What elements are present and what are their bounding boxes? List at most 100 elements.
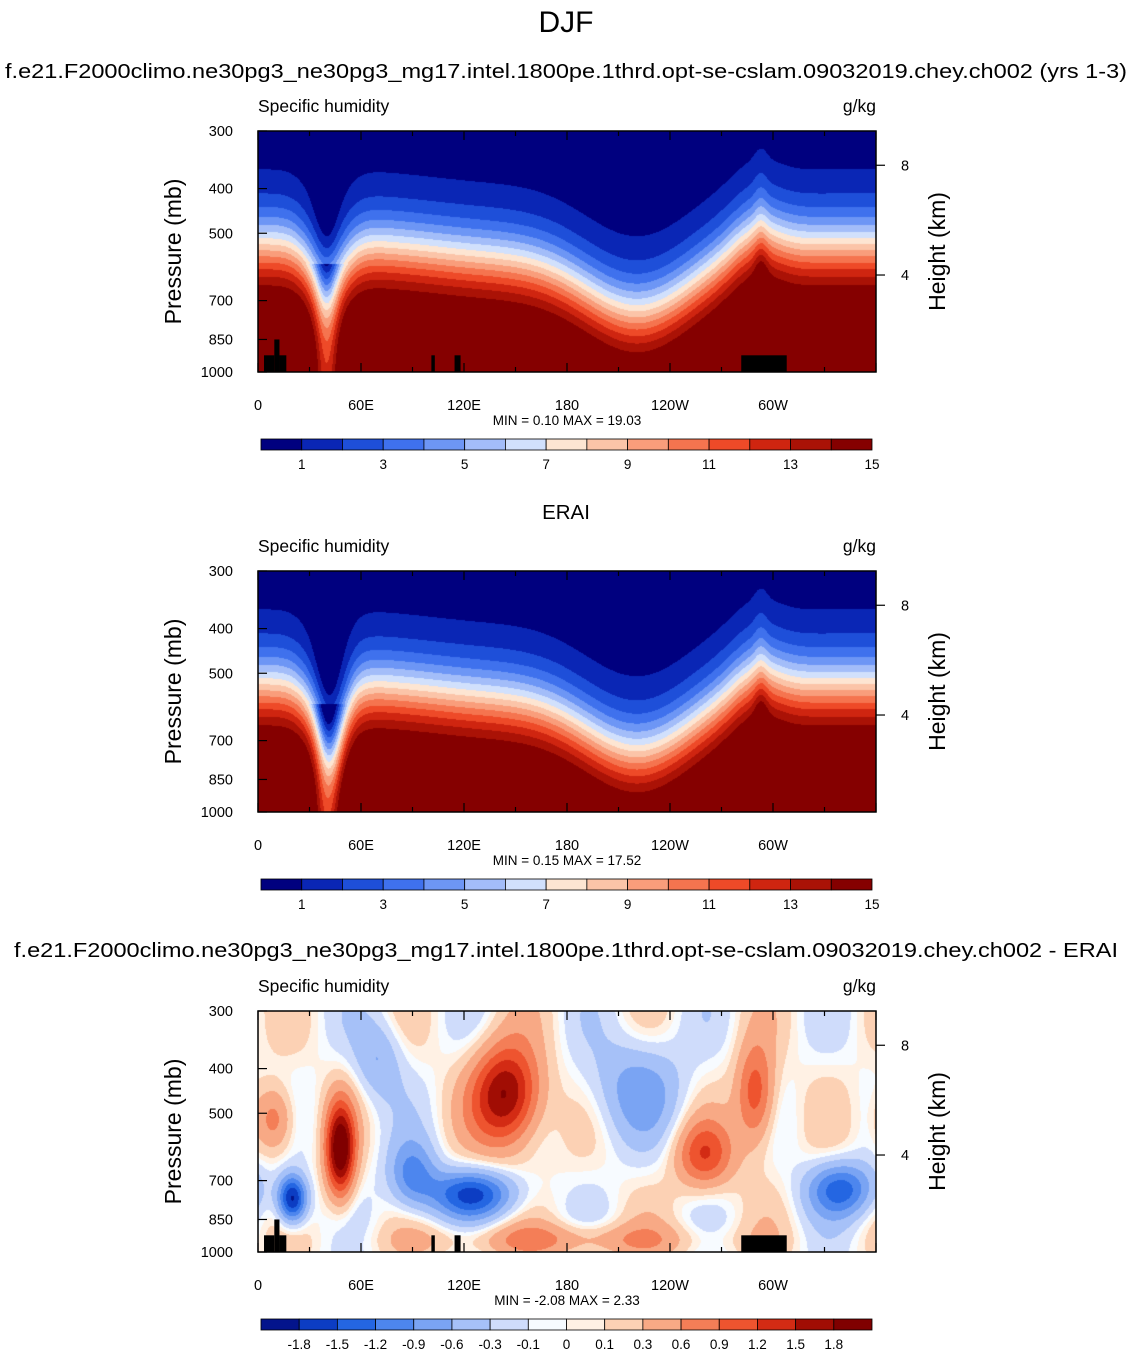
panel-model: Specific humidity g/kg3004005007008501000… xyxy=(160,96,950,472)
colorbar-label: 3 xyxy=(379,897,387,912)
colorbar-label: 1.2 xyxy=(748,1337,767,1351)
x-tick-label: 0 xyxy=(254,838,262,854)
y-tick-label: 700 xyxy=(209,1174,233,1190)
colorbar-label: 3 xyxy=(379,457,387,472)
colorbar-label: 15 xyxy=(864,897,879,912)
y-axis-title: Pressure (mb) xyxy=(160,1059,186,1205)
colorbar-box xyxy=(545,878,588,891)
y-tick-label: 1000 xyxy=(201,1245,233,1261)
colorbar-box xyxy=(667,438,710,451)
x-tick-label: 180 xyxy=(555,1278,579,1294)
topography-mask xyxy=(279,355,287,372)
colorbar-label: 5 xyxy=(461,897,469,912)
colorbar-label: -0.3 xyxy=(478,1337,501,1351)
topography-mask xyxy=(741,1235,787,1252)
colorbar-box xyxy=(708,878,751,891)
x-tick-label: 0 xyxy=(254,1278,262,1294)
colorbar-box xyxy=(604,1318,644,1331)
colorbar-box xyxy=(749,878,791,891)
y-tick-label: 500 xyxy=(209,666,233,682)
colorbar-label: 15 xyxy=(864,457,879,472)
colorbar-box xyxy=(260,438,303,451)
colorbar-box xyxy=(566,1318,606,1331)
colorbar-label: 13 xyxy=(783,457,798,472)
x-tick-label: 120W xyxy=(651,838,689,854)
colorbar-box xyxy=(757,1318,797,1331)
y-tick-label: 500 xyxy=(209,1106,233,1122)
right-tick-label: 8 xyxy=(901,1038,909,1054)
x-tick-label: 60W xyxy=(758,398,788,414)
topography-mask xyxy=(431,355,435,372)
colorbar-label: 0.6 xyxy=(672,1337,691,1351)
colorbar-box xyxy=(301,438,343,451)
colorbar-box xyxy=(464,878,506,891)
variable-label: Specific humidity xyxy=(258,976,390,996)
colorbar-box xyxy=(489,1318,529,1331)
y-tick-label: 300 xyxy=(209,1004,233,1020)
colorbar-label: 0.9 xyxy=(710,1337,729,1351)
topography-mask xyxy=(264,355,275,372)
field-model xyxy=(258,131,876,372)
y-tick-label: 700 xyxy=(209,734,233,750)
x-tick-label: 60E xyxy=(348,838,374,854)
x-tick-label: 60E xyxy=(348,398,374,414)
right-tick-label: 4 xyxy=(901,1148,909,1164)
colorbar-label: 1 xyxy=(298,457,306,472)
right-tick-label: 4 xyxy=(901,708,909,724)
right-tick-label: 8 xyxy=(901,158,909,174)
colorbar-label: 0 xyxy=(563,1337,571,1351)
colorbar-box xyxy=(260,1318,300,1331)
y-tick-label: 500 xyxy=(209,226,233,242)
y-tick-label: 300 xyxy=(209,564,233,580)
y-tick-label: 700 xyxy=(209,294,233,310)
colorbar-label: 11 xyxy=(702,457,716,472)
colorbar-box xyxy=(342,438,384,451)
colorbar-box xyxy=(830,878,873,891)
colorbar-box xyxy=(642,1318,682,1331)
colorbar-box xyxy=(545,438,588,451)
y-tick-label: 400 xyxy=(209,622,233,638)
colorbar-label: 1.8 xyxy=(824,1337,843,1351)
colorbar-box xyxy=(708,438,751,451)
field-obs xyxy=(258,571,876,812)
colorbar-box xyxy=(423,878,466,891)
topography-mask xyxy=(279,1235,287,1252)
right-tick-label: 4 xyxy=(901,268,909,284)
colorbar-box xyxy=(260,878,303,891)
colorbar-box xyxy=(423,438,466,451)
y-tick-label: 1000 xyxy=(201,805,233,821)
variable-label: Specific humidity xyxy=(258,96,390,116)
colorbar-label: 7 xyxy=(542,457,550,472)
colorbar-box xyxy=(504,438,547,451)
colorbar-box xyxy=(586,438,628,451)
colorbar-box xyxy=(375,1318,415,1331)
y-tick-label: 850 xyxy=(209,332,233,348)
units-label: g/kg xyxy=(843,976,876,996)
colorbar-label: 0.1 xyxy=(595,1337,614,1351)
colorbar-box xyxy=(382,878,425,891)
panel3-title: f.e21.F2000climo.ne30pg3_ne30pg3_mg17.in… xyxy=(14,939,1118,962)
colorbar-label: -1.2 xyxy=(364,1337,387,1351)
variable-label: Specific humidity xyxy=(258,536,390,556)
colorbar-box xyxy=(795,1318,835,1331)
panel1-title: f.e21.F2000climo.ne30pg3_ne30pg3_mg17.in… xyxy=(5,60,1127,83)
colorbar-box xyxy=(298,1318,338,1331)
topography-mask xyxy=(454,355,461,372)
colorbar-label: -0.1 xyxy=(517,1337,540,1351)
right-tick-label: 8 xyxy=(901,598,909,614)
field-diff xyxy=(258,1011,876,1252)
x-tick-label: 60E xyxy=(348,1278,374,1294)
y-tick-label: 400 xyxy=(209,1062,233,1078)
colorbar-label: -1.8 xyxy=(288,1337,311,1351)
right-axis-title: Height (km) xyxy=(924,1072,950,1191)
x-tick-label: 60W xyxy=(758,838,788,854)
colorbar-label: 13 xyxy=(783,897,798,912)
y-axis-title: Pressure (mb) xyxy=(160,179,186,325)
colorbar-label: 9 xyxy=(624,897,632,912)
colorbar-box xyxy=(627,438,669,451)
x-tick-label: 120W xyxy=(651,1278,689,1294)
topography-mask xyxy=(274,339,280,372)
colorbar-box xyxy=(342,878,384,891)
right-axis-title: Height (km) xyxy=(924,192,950,311)
